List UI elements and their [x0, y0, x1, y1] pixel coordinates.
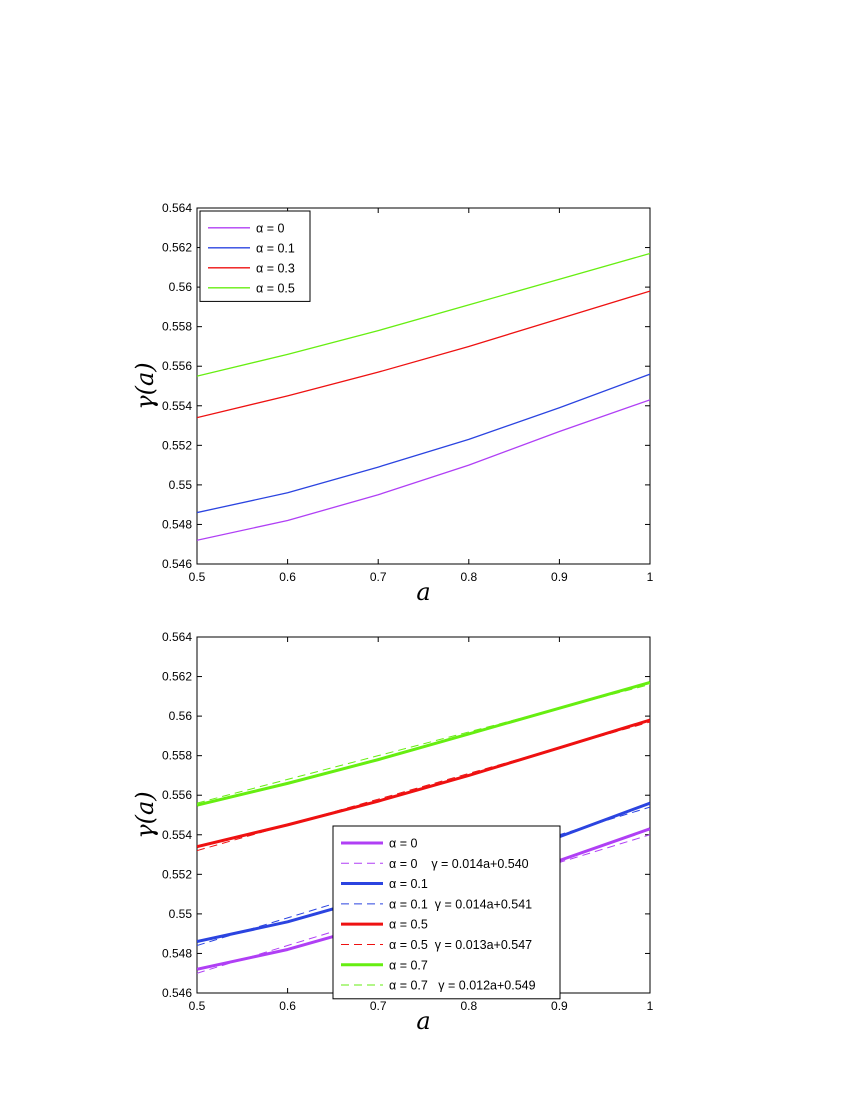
legend-label: α = 0.7: [389, 958, 428, 972]
series-line-2: [197, 373, 650, 514]
x-tick-label: 0.5: [189, 999, 206, 1013]
series-line-3: [197, 290, 650, 419]
legend-label: α = 0.1: [256, 241, 295, 255]
legend-box: [332, 825, 561, 1000]
y-tick-label: 0.548: [162, 946, 192, 960]
y-axis-label: γ(a): [131, 791, 159, 838]
y-tick-label: 0.564: [162, 630, 192, 644]
y-tick-label: 0.558: [162, 749, 192, 763]
x-tick-label: 1: [647, 999, 654, 1013]
y-tick-label: 0.554: [162, 828, 192, 842]
series-line-4: [197, 252, 650, 377]
x-tick-label: 0.6: [279, 570, 296, 584]
y-tick-label: 0.556: [162, 788, 192, 802]
chart-2: 0.5 0.6 0.7 0.8 0.9 1 0.546 0.548 0.55 0.552 0.554…: [131, 630, 654, 1035]
x-tick-label: 0.9: [551, 570, 568, 584]
x-tick-label: 0.8: [460, 570, 477, 584]
legend-box: [199, 210, 311, 302]
x-tick-label: 0.7: [370, 999, 387, 1013]
x-tick-label: 0.9: [551, 999, 568, 1013]
x-tick-label: 1: [647, 570, 654, 584]
legend-label: α = 0: [256, 221, 284, 235]
y-tick-label: 0.558: [162, 320, 192, 334]
y-tick-label: 0.548: [162, 517, 192, 531]
x-tick-label: 0.8: [460, 999, 477, 1013]
x-tick-label: 0.5: [189, 570, 206, 584]
x-axis-label: a: [416, 1007, 430, 1035]
y-axis-label: γ(a): [131, 362, 159, 409]
x-axis-label: a: [416, 578, 430, 606]
y-tick-label: 0.55: [169, 478, 193, 492]
y-tick-label: 0.55: [169, 907, 193, 921]
y-tick-label: 0.546: [162, 557, 192, 571]
legend-label: α = 0.1 γ = 0.014a+0.541: [389, 897, 532, 911]
y-tick-label: 0.562: [162, 670, 192, 684]
y-tick-label: 0.556: [162, 359, 192, 373]
y-tick-label: 0.552: [162, 438, 192, 452]
x-tick-label: 0.6: [279, 999, 296, 1013]
y-tick-label: 0.554: [162, 399, 192, 413]
series-line-6: [197, 721, 650, 852]
y-tick-label: 0.564: [162, 201, 192, 215]
series-line-1: [197, 399, 650, 541]
legend-label: α = 0 γ = 0.014a+0.540: [389, 857, 529, 871]
legend: α = 0 α = 0.1 α = 0.3 α = 0.5: [199, 210, 311, 302]
legend-label: α = 0.7 γ = 0.012a+0.549: [389, 979, 536, 993]
legend: α = 0 α = 0 γ = 0.014a+0.540 α = 0.1 α = 0.…: [332, 825, 561, 1000]
y-tick-label: 0.552: [162, 867, 192, 881]
legend-label: α = 0.1: [389, 877, 428, 891]
legend-label: α = 0: [389, 836, 417, 850]
legend-label: α = 0.5: [389, 918, 428, 932]
y-tick-label: 0.56: [169, 280, 193, 294]
legend-label: α = 0.3: [256, 261, 295, 275]
y-tick-label: 0.562: [162, 241, 192, 255]
series-line-8: [197, 683, 650, 804]
chart-1: 0.5 0.6 0.7 0.8 0.9 1 0.546 0.548 0.55 0.552 0.554…: [131, 201, 654, 606]
legend-label: α = 0.5 γ = 0.013a+0.547: [389, 938, 532, 952]
x-tick-label: 0.7: [370, 570, 387, 584]
y-tick-label: 0.546: [162, 986, 192, 1000]
legend-label: α = 0.5: [256, 281, 295, 295]
y-tick-label: 0.56: [169, 709, 193, 723]
